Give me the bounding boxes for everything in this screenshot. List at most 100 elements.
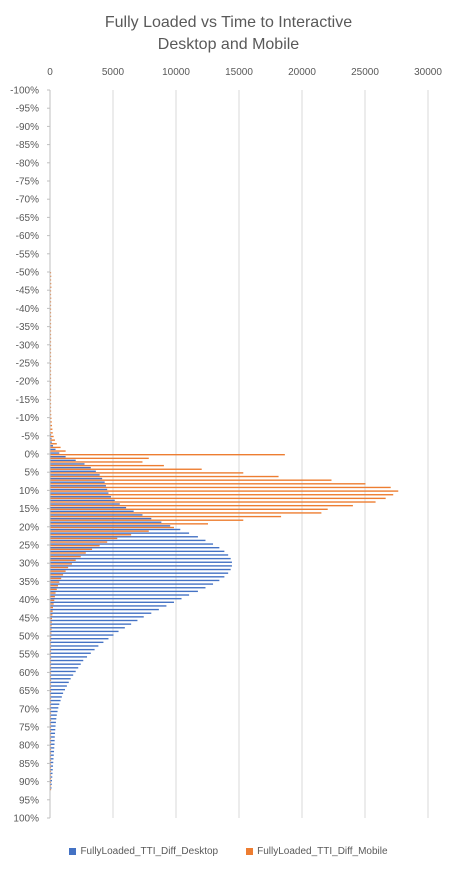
x-tick-label: 15000 [225, 67, 253, 78]
y-tick-label: -65% [16, 213, 39, 224]
bar-desktop [50, 463, 85, 465]
bar-desktop [50, 761, 54, 764]
y-tick-label: -5% [21, 431, 39, 442]
bar-desktop [50, 448, 56, 451]
bar-mobile [50, 672, 52, 674]
bar-mobile [50, 741, 52, 743]
bar-mobile [50, 712, 52, 714]
bar-desktop [50, 543, 214, 545]
bar-desktop [50, 681, 69, 684]
bar-desktop [50, 510, 134, 512]
bar-mobile [50, 464, 164, 467]
bar-mobile [50, 333, 52, 336]
bar-mobile [50, 501, 376, 503]
bar-desktop [50, 445, 54, 447]
bar-mobile [50, 625, 52, 627]
bar-mobile [50, 304, 52, 307]
bar-mobile [50, 301, 52, 303]
bar-desktop [50, 528, 181, 531]
bar-desktop [50, 638, 109, 640]
bar-desktop [50, 750, 55, 753]
bar-mobile [50, 297, 52, 299]
legend-label-mobile: FullyLoaded_TTI_Diff_Mobile [257, 846, 388, 857]
bar-desktop [50, 536, 198, 538]
bar-desktop [50, 714, 57, 716]
bar-desktop [50, 663, 81, 665]
bar-desktop [50, 550, 225, 553]
bar-mobile [50, 541, 108, 543]
y-tick-label: -30% [16, 340, 39, 351]
bar-mobile [50, 381, 52, 383]
bar-mobile [50, 595, 55, 598]
bar-mobile [50, 585, 59, 587]
bar-desktop [50, 539, 206, 542]
bar-desktop [50, 572, 229, 574]
bar-mobile [50, 770, 52, 773]
bar-mobile [50, 599, 55, 601]
legend-swatch-mobile [246, 848, 254, 855]
bar-desktop [50, 721, 56, 724]
bar-mobile [50, 355, 52, 358]
bar-mobile [50, 665, 52, 667]
bar-desktop [50, 496, 111, 498]
bar-desktop [50, 561, 232, 563]
bar-mobile [50, 523, 208, 525]
bar-desktop [50, 765, 54, 767]
bar-mobile [50, 577, 62, 580]
y-tick-label: -60% [16, 231, 39, 242]
y-tick-label: -10% [16, 413, 39, 424]
bar-mobile [50, 461, 143, 463]
x-tick-label: 5000 [102, 67, 125, 78]
bar-mobile [50, 537, 118, 540]
y-tick-label: 85% [19, 759, 39, 770]
y-tick-label: 0% [25, 450, 40, 461]
bar-desktop [50, 769, 53, 771]
bar-desktop [50, 739, 55, 742]
bar-mobile [50, 727, 52, 729]
bar-mobile [50, 723, 52, 725]
bar-mobile [50, 359, 52, 361]
y-tick-label: -45% [16, 286, 39, 297]
bar-desktop [50, 503, 120, 505]
bar-desktop [50, 627, 125, 629]
bar-mobile [50, 701, 52, 703]
chart-title: Fully Loaded vs Time to Interactive [104, 14, 353, 31]
bar-desktop [50, 699, 61, 702]
bar-desktop [50, 678, 71, 680]
bar-desktop [50, 492, 109, 494]
bar-mobile [50, 454, 285, 456]
bar-mobile [50, 308, 52, 310]
bar-desktop [50, 608, 159, 611]
y-tick-label: -90% [16, 122, 39, 133]
bar-desktop [50, 670, 76, 673]
y-tick-label: 5% [25, 468, 40, 479]
bar-desktop [50, 623, 132, 625]
bar-mobile [50, 472, 244, 474]
legend-item-desktop: FullyLoaded_TTI_Diff_Desktop [69, 846, 218, 857]
bar-mobile [50, 683, 52, 685]
bar-desktop [50, 667, 79, 669]
y-tick-label: -20% [16, 377, 39, 388]
bar-mobile [50, 497, 386, 500]
bar-desktop [50, 772, 53, 775]
bar-mobile [50, 494, 394, 496]
bar-mobile [50, 716, 52, 718]
bar-mobile [50, 341, 52, 343]
bar-desktop [50, 634, 114, 636]
bar-mobile [50, 370, 52, 372]
bar-mobile [50, 610, 53, 612]
y-tick-label: -85% [16, 140, 39, 151]
bar-mobile [50, 643, 52, 645]
bar-desktop [50, 466, 91, 469]
bar-mobile [50, 519, 244, 521]
y-tick-label: 80% [19, 741, 39, 752]
bar-mobile [50, 668, 52, 671]
bar-desktop [50, 710, 58, 713]
bar-mobile [50, 348, 52, 350]
y-tick-label: -100% [10, 86, 39, 97]
bar-mobile [50, 508, 328, 510]
chart-legend: FullyLoaded_TTI_Diff_Desktop FullyLoaded… [0, 846, 457, 857]
bar-mobile [50, 566, 69, 569]
bar-mobile [50, 377, 52, 379]
